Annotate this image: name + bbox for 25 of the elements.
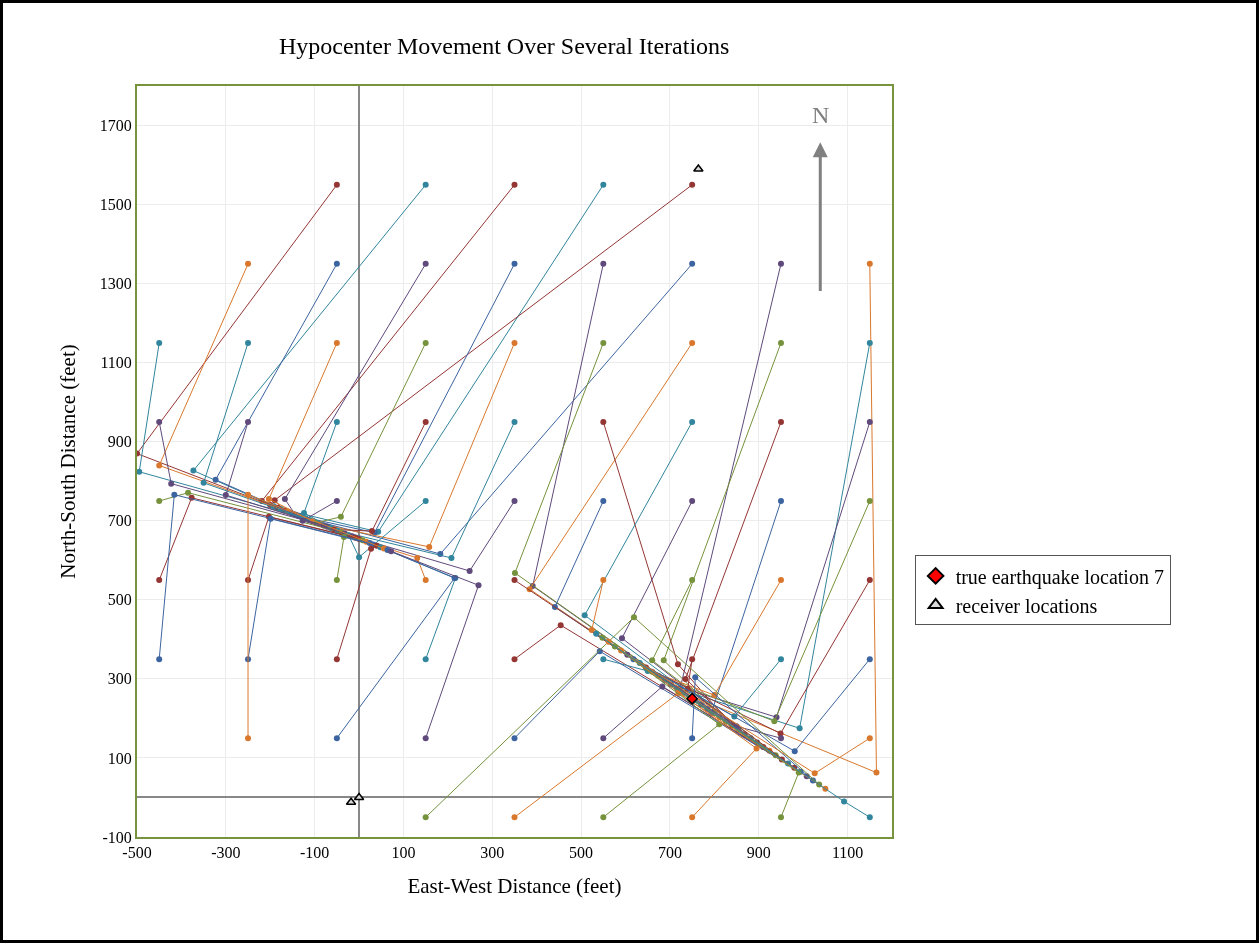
x-tick-label: -100 — [299, 844, 330, 862]
chart-title: Hypocenter Movement Over Several Iterations — [278, 32, 730, 59]
y-tick-label: 1100 — [100, 354, 132, 372]
y-axis-title: North-South Distance (feet) — [56, 344, 81, 579]
x-tick-label: -300 — [211, 844, 241, 862]
x-tick-label: 900 — [746, 844, 771, 862]
y-tick-label: 300 — [107, 670, 132, 688]
y-tick-label: 900 — [107, 433, 132, 451]
y-tick-label: 1500 — [99, 196, 132, 214]
x-tick-label: 1100 — [831, 844, 864, 862]
annotation: N — [812, 102, 830, 128]
x-tick-label: -500 — [122, 844, 152, 862]
x-tick-label: 700 — [657, 844, 682, 862]
y-tick-label: 100 — [107, 749, 132, 767]
y-tick-label: 500 — [107, 591, 132, 609]
y-tick-label: -100 — [102, 828, 132, 846]
legend-label: receiver locations — [955, 594, 1098, 617]
x-tick-label: 100 — [391, 844, 416, 862]
x-axis-title: East-West Distance (feet) — [407, 873, 622, 898]
y-tick-label: 700 — [107, 512, 132, 530]
legend-label: true earthquake location 7 — [955, 565, 1164, 589]
y-tick-label: 1300 — [99, 275, 132, 293]
x-tick-label: 300 — [480, 844, 505, 862]
y-tick-label: 1700 — [99, 117, 132, 135]
x-tick-label: 500 — [569, 844, 594, 862]
